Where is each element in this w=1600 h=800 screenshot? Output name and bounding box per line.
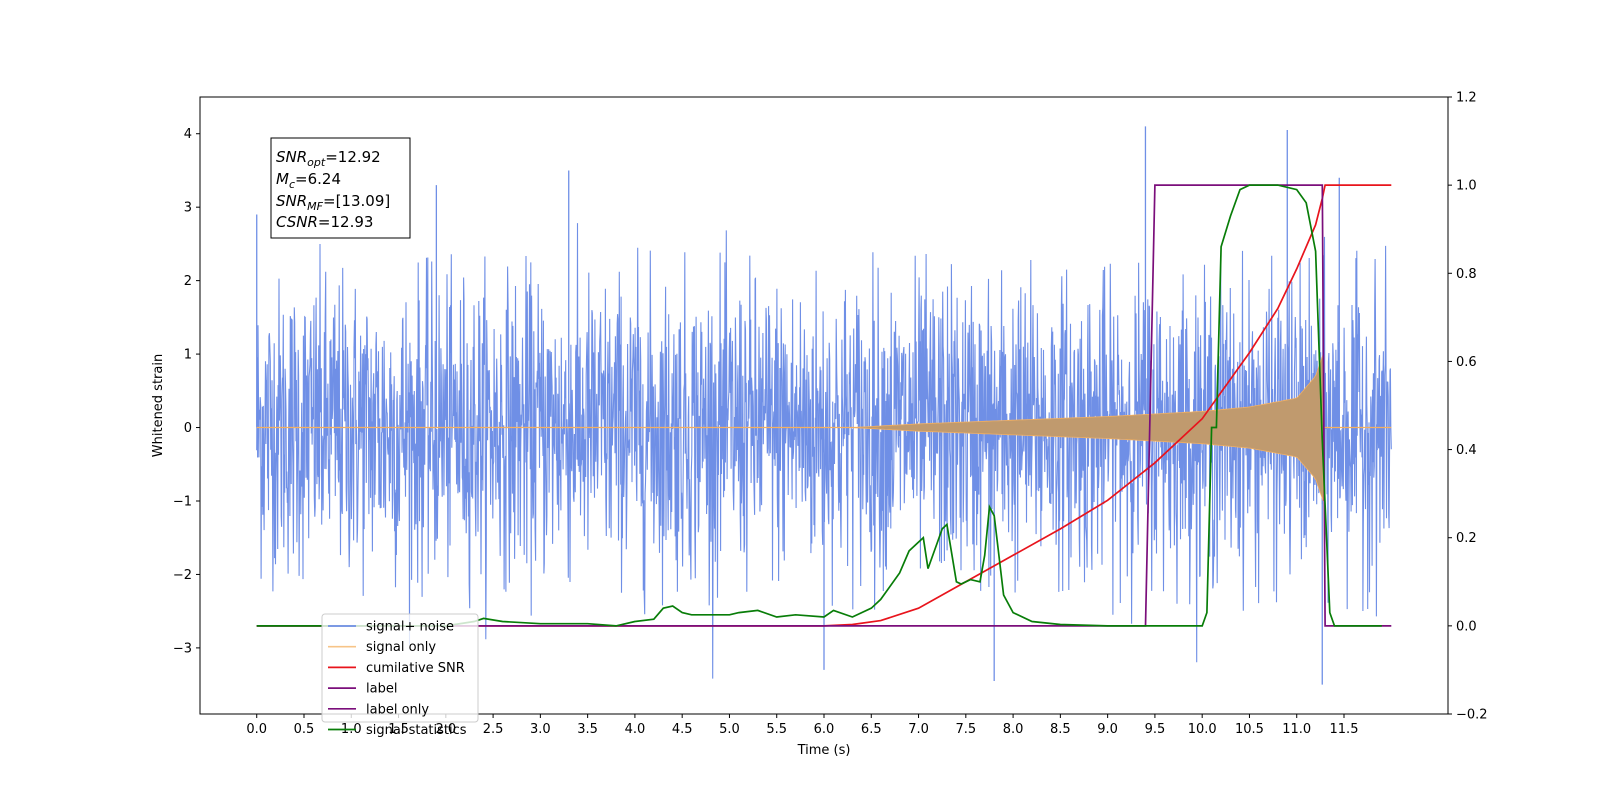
x-tick-label: 6.5 [861,722,882,737]
series-signal-statistics-line [256,184,1382,627]
x-tick-label: 9.0 [1097,722,1118,737]
y-tick-label: 4 [184,127,192,142]
series-cumulative-snr-line [256,184,1392,627]
x-tick-label: 9.5 [1145,722,1166,737]
legend-label: label only [366,702,429,717]
x-tick-label: 7.5 [955,722,976,737]
info-csnr-symbol: CSNR [276,213,318,231]
info-csnr: CSNR=12.93 [276,213,373,231]
x-tick-label: 10.0 [1188,722,1217,737]
legend-item-signal-only: signal only [328,640,436,655]
y-tick-label: −1 [173,494,192,509]
legend-label: label [366,682,397,697]
x-tick-label: 3.5 [577,722,598,737]
x-tick-label: 4.5 [672,722,693,737]
y-tick-label: 1 [184,348,192,363]
info-mc-symbol: M [276,170,289,188]
y2-tick-label: 0.4 [1456,443,1477,458]
y2-tick-label: 0.6 [1456,355,1477,370]
info-csnr-value: =12.93 [318,213,374,231]
y-tick-label: 3 [184,201,192,216]
y2-tick-label: −0.2 [1456,708,1488,723]
y-axis-label: Whitened strain [151,354,166,457]
x-tick-label: 5.5 [766,722,787,737]
x-tick-label: 10.5 [1235,722,1264,737]
x-tick-label: 7.0 [908,722,929,737]
info-box-frame [270,137,411,239]
info-snr-opt: SNRopt=12.92 [276,148,381,169]
x-tick-label: 1.5 [388,722,409,737]
legend-item-signal-statistics: signal statistics [328,723,467,738]
legend-label: signal statistics [366,723,467,738]
x-tick-label: 5.0 [719,722,740,737]
x-tick-label: 0.5 [294,722,315,737]
axis-ticks: 0.0 0.5 1.0 1.5 2.0 2.5 3.0 3.5 4.0 4.5 5.0 5.5 6.0 6… [173,91,1488,738]
info-snr-opt-subscript: opt [307,156,326,169]
info-snr-mf-subscript: MF [307,200,323,213]
legend-item-label-only: label only [328,702,429,717]
x-axis-label: Time (s) [797,743,851,758]
y2-tick-label: 0.8 [1456,267,1477,282]
y-tick-label: 0 [184,421,192,436]
x-tick-label: 8.5 [1050,722,1071,737]
legend-label: cumilative SNR [366,661,465,676]
legend-frame [321,613,479,723]
x-tick-label: 6.0 [814,722,835,737]
legend-label: signal only [366,640,436,655]
info-mc: Mc=6.24 [276,170,341,191]
y2-tick-label: 0.0 [1456,619,1477,634]
x-tick-label: 11.5 [1330,722,1359,737]
legend-item-signal-noise: signal+ noise [328,620,454,635]
info-snr-opt-symbol: SNR [276,148,307,166]
x-tick-label: 0.0 [246,722,267,737]
x-tick-label: 4.0 [625,722,646,737]
info-snr-opt-value: =12.92 [325,148,381,166]
x-tick-label: 2.5 [483,722,504,737]
y-tick-label: 2 [184,274,192,289]
x-tick-label: 11.0 [1282,722,1311,737]
y-tick-label: −3 [173,641,192,656]
info-mc-value: =6.24 [295,170,341,188]
info-snr-mf-symbol: SNR [276,192,307,210]
legend-item-cumulative-snr: cumilative SNR [328,661,465,676]
info-snr-mf: SNRMF=[13.09] [276,192,390,213]
y-tick-label: −2 [173,568,192,583]
info-box: SNRopt=12.92 Mc=6.24 SNRMF=[13.09] CSNR=… [270,137,411,239]
info-snr-mf-value: =[13.09] [323,192,390,210]
legend: signal+ noise signal only cumilative SNR la… [321,613,479,738]
y2-tick-label: 0.2 [1456,531,1477,546]
plot-area [256,126,1392,685]
legend-label: signal+ noise [366,620,454,635]
info-mc-subscript: c [289,178,295,191]
y2-tick-label: 1.2 [1456,91,1477,106]
legend-item-label: label [328,682,397,697]
y2-tick-label: 1.0 [1456,179,1477,194]
x-tick-label: 2.0 [435,722,456,737]
x-tick-label: 3.0 [530,722,551,737]
x-tick-label: 8.0 [1003,722,1024,737]
